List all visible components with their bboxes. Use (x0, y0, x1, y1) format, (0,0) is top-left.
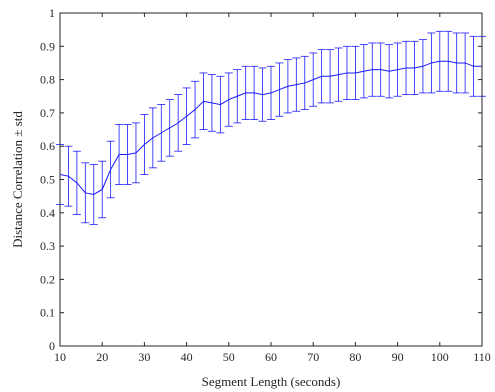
x-tick-label: 90 (392, 350, 404, 364)
y-tick-label: 0.5 (40, 173, 55, 187)
y-tick-label: 0.7 (40, 106, 55, 120)
y-tick-label: 0.9 (40, 39, 55, 53)
y-tick-label: 0 (49, 339, 55, 353)
series-mean-line (59, 60, 482, 196)
x-tick-label: 70 (307, 350, 319, 364)
x-axis-label: Segment Length (seconds) (202, 374, 341, 389)
y-tick-label: 0.6 (40, 139, 55, 153)
y-axis-label: Distance Correlation ± std (10, 111, 25, 248)
y-tick-label: 0.1 (40, 306, 55, 320)
x-tick-label: 40 (181, 350, 193, 364)
y-tick-label: 0.4 (40, 206, 55, 220)
x-tick-label: 110 (473, 350, 491, 364)
x-tick-label: 80 (349, 350, 361, 364)
x-tick-label: 20 (96, 350, 108, 364)
x-tick-label: 30 (138, 350, 150, 364)
y-tick-label: 1 (49, 6, 55, 20)
y-tick-label: 0.8 (40, 73, 55, 87)
axes: 10 20 30 40 50 60 70 80 90 100 110 0 0.1 0.2 0.3 0.4 0.5… (40, 6, 491, 364)
x-tick-label: 50 (223, 350, 235, 364)
y-tick-label: 0.3 (40, 239, 55, 253)
plot-box (59, 12, 483, 347)
x-tick-label: 10 (54, 350, 66, 364)
error-bars (56, 30, 486, 225)
x-tick-label: 60 (265, 350, 277, 364)
series-layer (59, 60, 482, 196)
y-tick-label: 0.2 (40, 272, 55, 286)
x-tick-label: 100 (431, 350, 449, 364)
